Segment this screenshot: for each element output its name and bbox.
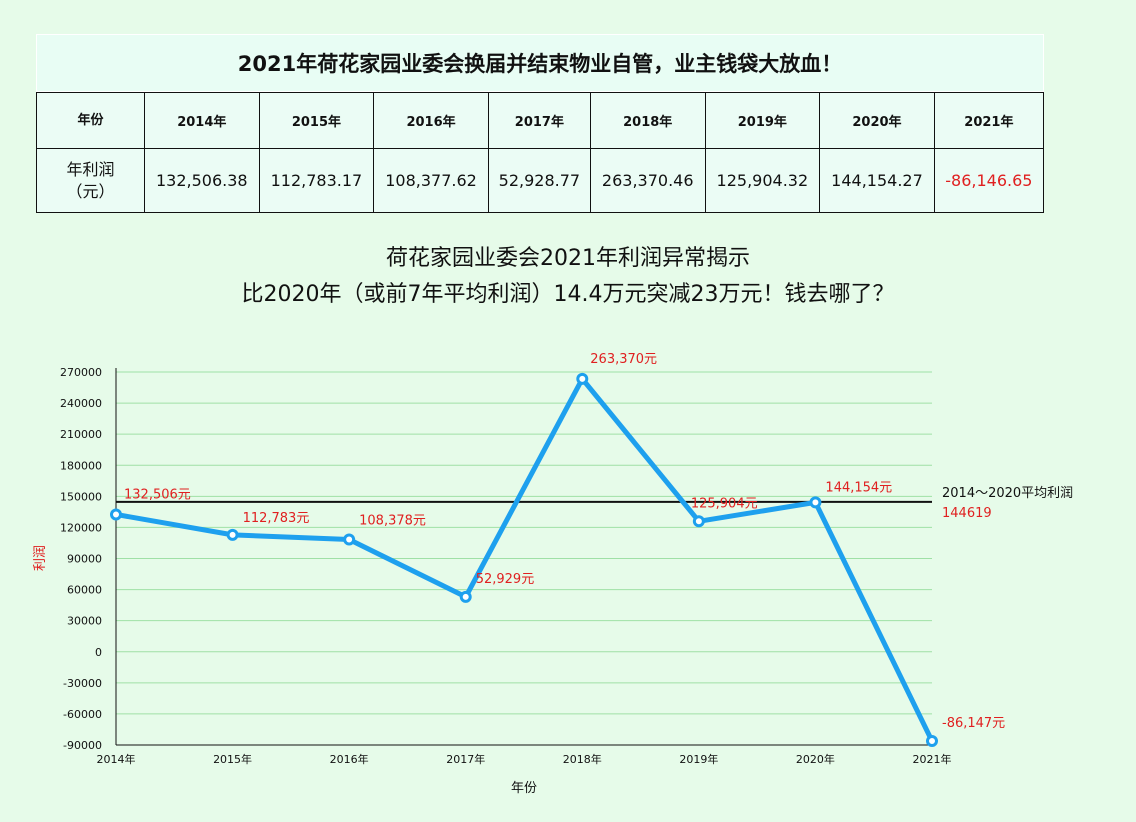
x-tick-label: 2019年 [679, 752, 718, 766]
profit-row-label: 年利润 （元） [36, 148, 145, 213]
y-tick-label: 180000 [60, 459, 102, 472]
profit-cell: 144,154.27 [819, 148, 935, 213]
data-point [459, 590, 472, 603]
x-tick-label: 2016年 [330, 752, 369, 766]
profit-table: 年份 2014年 2015年 2016年 2017年 2018年 2019年 2… [36, 92, 1045, 213]
y-tick-label: -60000 [63, 708, 102, 721]
x-tick-label: 2018年 [563, 752, 602, 766]
profit-cell: 132,506.38 [144, 148, 260, 213]
profit-series-line [115, 376, 935, 743]
y-axis-title: 利润 [33, 545, 48, 571]
y-tick-label: -90000 [63, 739, 102, 752]
x-tick-label: 2021年 [913, 752, 952, 766]
y-tick-label: 150000 [60, 490, 102, 503]
average-reference-label: 2014～2020平均利润 [942, 486, 1073, 501]
y-tick-label: 30000 [67, 615, 102, 628]
y-tick-label: 210000 [60, 428, 102, 441]
data-label: 112,783元 [243, 511, 310, 526]
table-header-row: 年份 2014年 2015年 2016年 2017年 2018年 2019年 2… [36, 92, 1045, 149]
table-row: 年利润 （元） 132,506.38 112,783.17 108,377.62… [36, 148, 1045, 213]
y-tick-label: 90000 [67, 553, 102, 566]
profit-cell: 108,377.62 [373, 148, 489, 213]
chart-subtitle-line1: 荷花家园业委会2021年利润异常揭示 [386, 246, 750, 271]
x-tick-label: 2014年 [97, 752, 136, 766]
y-tick-label: -30000 [63, 677, 102, 690]
chart-subtitle-line2: 比2020年（或前7年平均利润）14.4万元突减23万元！钱去哪了？ [241, 282, 895, 307]
data-label: 132,506元 [124, 487, 191, 502]
year-cell: 2021年 [933, 92, 1045, 149]
data-label: 52,929元 [476, 572, 535, 587]
data-point [926, 735, 938, 748]
data-label: 108,378元 [359, 513, 426, 528]
year-cell: 2017年 [487, 92, 591, 149]
profit-cell: 112,783.17 [258, 148, 375, 213]
data-point [692, 515, 705, 528]
x-tick-label: 2017年 [446, 752, 485, 766]
y-tick-label: 60000 [67, 584, 102, 597]
year-cell: 2020年 [819, 92, 935, 149]
y-tick-label: 0 [95, 646, 102, 659]
profit-cell: 52,928.77 [487, 148, 591, 213]
data-point [226, 528, 239, 541]
data-label: 144,154元 [825, 480, 892, 495]
data-label: -86,147元 [942, 716, 1005, 731]
data-label: 125,904元 [691, 496, 758, 511]
average-reference-value: 144619 [942, 506, 992, 521]
profit-row-label-line1: 年利润 [66, 159, 115, 179]
year-cell: 2014年 [144, 92, 260, 149]
y-tick-label: 120000 [60, 521, 102, 534]
x-tick-label: 2020年 [796, 752, 835, 766]
data-point [576, 372, 589, 385]
profit-cell: -86,146.65 [933, 148, 1045, 213]
profit-cell: 125,904.32 [704, 148, 821, 213]
data-point [110, 508, 122, 521]
page-title: 2021年荷花家园业委会换届并结束物业自管，业主钱袋大放血！ [36, 34, 1044, 92]
profit-row-label-line2: （元） [66, 181, 115, 201]
data-point [809, 496, 822, 509]
y-tick-label: 270000 [60, 366, 102, 379]
profit-cell: 263,370.46 [589, 148, 706, 213]
x-axis-title: 年份 [511, 781, 537, 796]
y-tick-label: 240000 [60, 397, 102, 410]
x-tick-label: 2015年 [213, 752, 252, 766]
data-point [343, 533, 356, 546]
data-label: 263,370元 [590, 352, 657, 367]
